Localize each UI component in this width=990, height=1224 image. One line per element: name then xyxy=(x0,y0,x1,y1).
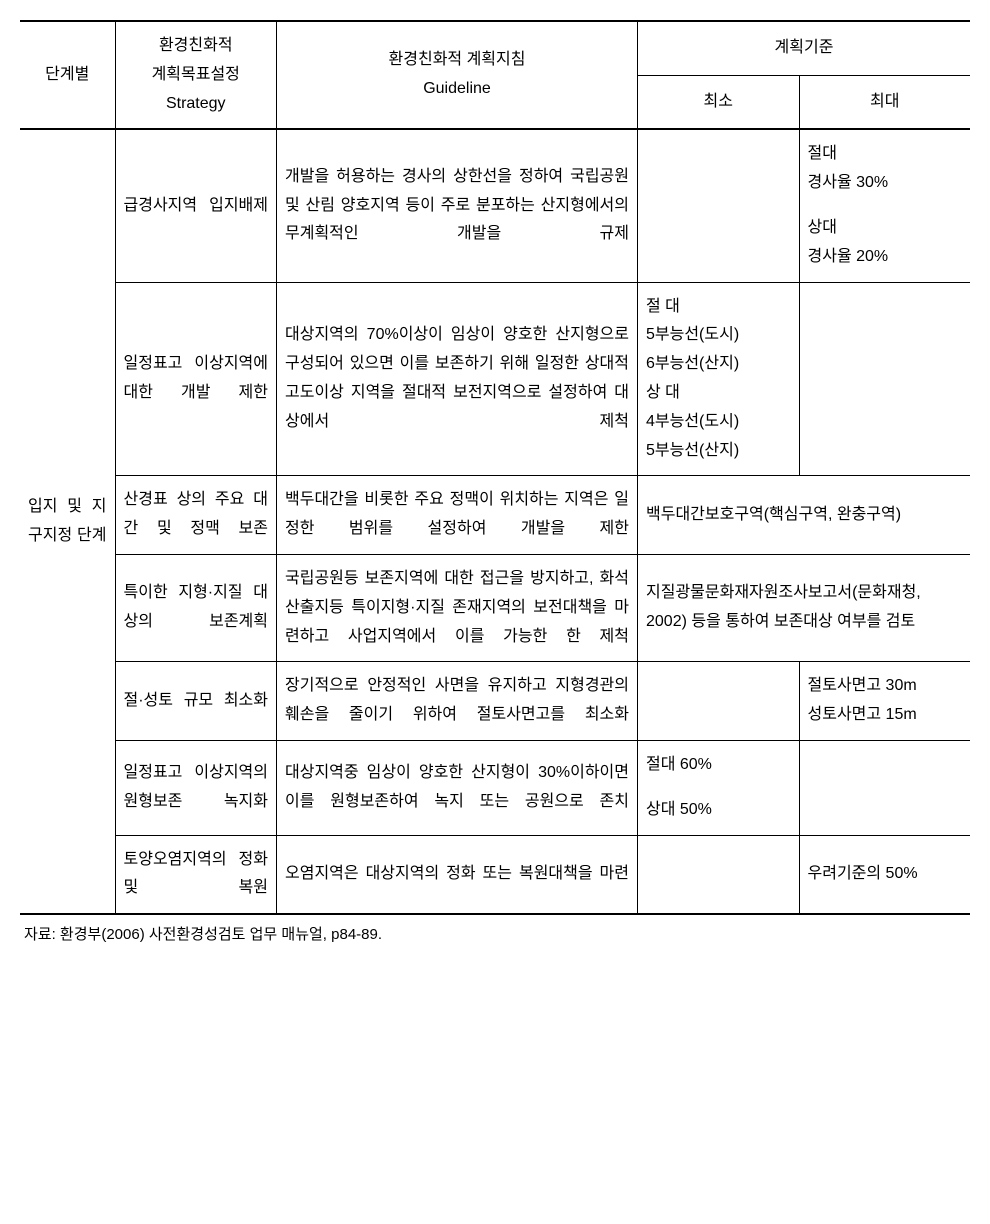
max-line: 절토사면고 30m xyxy=(808,672,963,701)
min-line: 절 대 xyxy=(646,293,791,322)
header-strategy-line2: 계획목표설정 xyxy=(124,61,269,90)
min-line: 4부능선(도시) xyxy=(646,408,791,437)
max-line: 절대 xyxy=(808,140,963,169)
table-row: 토양오염지역의 정화 및 복원 오염지역은 대상지역의 정화 또는 복원대책을 … xyxy=(20,835,970,914)
max-line: 경사율 30% xyxy=(808,169,963,198)
max-line: 성토사면고 15m xyxy=(808,701,963,730)
source-note: 자료: 환경부(2006) 사전환경성검토 업무 매뉴얼, p84-89. xyxy=(20,923,970,944)
min-cell xyxy=(638,662,800,741)
table-row: 산경표 상의 주요 대간 및 정맥 보존 백두대간을 비롯한 주요 정맥이 위치… xyxy=(20,476,970,555)
strategy-cell: 토양오염지역의 정화 및 복원 xyxy=(115,835,277,914)
min-cell xyxy=(638,129,800,282)
header-stage: 단계별 xyxy=(20,21,115,129)
table-body: 입지 및 지구지정 단계 급경사지역 입지배제 개발을 허용하는 경사의 상한선… xyxy=(20,129,970,914)
guideline-cell: 장기적으로 안정적인 사면을 유지하고 지형경관의 훼손을 줄이기 위하여 절토… xyxy=(277,662,638,741)
header-criteria: 계획기준 xyxy=(638,21,971,75)
table-row: 절·성토 규모 최소화 장기적으로 안정적인 사면을 유지하고 지형경관의 훼손… xyxy=(20,662,970,741)
table-header: 단계별 환경친화적 계획목표설정 Strategy 환경친화적 계획지침 Gui… xyxy=(20,21,970,129)
guideline-cell: 대상지역중 임상이 양호한 산지형이 30%이하이면 이를 원형보존하여 녹지 … xyxy=(277,740,638,835)
header-min: 최소 xyxy=(638,75,800,129)
max-cell: 우려기준의 50% xyxy=(799,835,970,914)
merged-criteria-cell: 백두대간보호구역(핵심구역, 완충구역) xyxy=(638,476,971,555)
max-line: 상대 xyxy=(808,214,963,243)
stage-cell: 입지 및 지구지정 단계 xyxy=(20,129,115,914)
strategy-cell: 급경사지역 입지배제 xyxy=(115,129,277,282)
table-row: 특이한 지형·지질 대상의 보존계획 국립공원등 보존지역에 대한 접근을 방지… xyxy=(20,554,970,661)
header-guideline-line2: Guideline xyxy=(285,75,629,104)
min-line: 절대 60% xyxy=(646,751,791,780)
min-line xyxy=(646,780,791,796)
min-cell xyxy=(638,835,800,914)
max-cell: 절토사면고 30m 성토사면고 15m xyxy=(799,662,970,741)
header-guideline-line1: 환경친화적 계획지침 xyxy=(285,46,629,75)
min-line: 5부능선(도시) xyxy=(646,321,791,350)
max-line xyxy=(808,198,963,214)
guideline-cell: 대상지역의 70%이상이 임상이 양호한 산지형으로 구성되어 있으면 이를 보… xyxy=(277,282,638,476)
max-cell: 절대 경사율 30% 상대 경사율 20% xyxy=(799,129,970,282)
strategy-cell: 산경표 상의 주요 대간 및 정맥 보존 xyxy=(115,476,277,555)
table-row: 일정표고 이상지역에 대한 개발 제한 대상지역의 70%이상이 임상이 양호한… xyxy=(20,282,970,476)
strategy-cell: 특이한 지형·지질 대상의 보존계획 xyxy=(115,554,277,661)
strategy-cell: 일정표고 이상지역의 원형보존 녹지화 xyxy=(115,740,277,835)
max-cell xyxy=(799,282,970,476)
merged-criteria-cell: 지질광물문화재자원조사보고서(문화재청, 2002) 등을 통하여 보존대상 여… xyxy=(638,554,971,661)
header-max: 최대 xyxy=(799,75,970,129)
guidelines-table: 단계별 환경친화적 계획목표설정 Strategy 환경친화적 계획지침 Gui… xyxy=(20,20,970,915)
max-line: 경사율 20% xyxy=(808,243,963,272)
header-guideline: 환경친화적 계획지침 Guideline xyxy=(277,21,638,129)
table-row: 입지 및 지구지정 단계 급경사지역 입지배제 개발을 허용하는 경사의 상한선… xyxy=(20,129,970,282)
min-cell: 절대 60% 상대 50% xyxy=(638,740,800,835)
stage-label: 입지 및 지구지정 단계 xyxy=(28,493,107,551)
header-strategy: 환경친화적 계획목표설정 Strategy xyxy=(115,21,277,129)
guideline-cell: 개발을 허용하는 경사의 상한선을 정하여 국립공원 및 산림 양호지역 등이 … xyxy=(277,129,638,282)
header-strategy-line1: 환경친화적 xyxy=(124,32,269,61)
header-strategy-line3: Strategy xyxy=(124,90,269,119)
min-line: 5부능선(산지) xyxy=(646,437,791,466)
max-cell xyxy=(799,740,970,835)
table-row: 일정표고 이상지역의 원형보존 녹지화 대상지역중 임상이 양호한 산지형이 3… xyxy=(20,740,970,835)
guideline-cell: 오염지역은 대상지역의 정화 또는 복원대책을 마련 xyxy=(277,835,638,914)
strategy-cell: 일정표고 이상지역에 대한 개발 제한 xyxy=(115,282,277,476)
guideline-cell: 국립공원등 보존지역에 대한 접근을 방지하고, 화석산출지등 특이지형·지질 … xyxy=(277,554,638,661)
min-line: 상 대 xyxy=(646,379,791,408)
min-line: 6부능선(산지) xyxy=(646,350,791,379)
strategy-cell: 절·성토 규모 최소화 xyxy=(115,662,277,741)
guideline-cell: 백두대간을 비롯한 주요 정맥이 위치하는 지역은 일정한 범위를 설정하여 개… xyxy=(277,476,638,555)
min-cell: 절 대 5부능선(도시) 6부능선(산지) 상 대 4부능선(도시) 5부능선(… xyxy=(638,282,800,476)
min-line: 상대 50% xyxy=(646,796,791,825)
